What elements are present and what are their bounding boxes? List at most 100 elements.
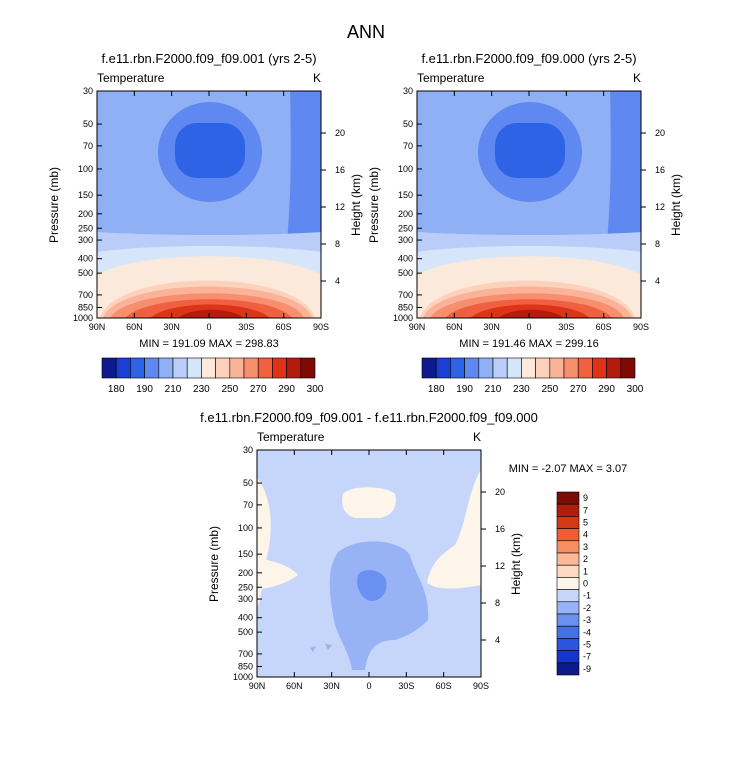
- panel-c-ytick-label: 70: [243, 500, 253, 510]
- colorbar-c-label: -5: [583, 640, 591, 650]
- colorbar-c-swatch: [556, 662, 580, 676]
- panel-b-ytick-label: 30: [403, 86, 413, 96]
- colorbar-c-swatch: [556, 613, 580, 627]
- colorbar-c-label: 1: [583, 566, 588, 576]
- colorbar-c-label: -7: [583, 652, 591, 662]
- colorbar-b-swatch: [577, 357, 593, 379]
- panel-c-left-label: Temperature: [257, 430, 325, 444]
- colorbar-c-label: -1: [583, 591, 591, 601]
- panel-c-htick-label: 20: [495, 487, 505, 497]
- colorbar-c-swatch: [556, 540, 580, 554]
- colorbar-c-swatch: [556, 491, 580, 505]
- colorbar-c-label: -4: [583, 627, 591, 637]
- panel-b-ytick-label: 50: [403, 119, 413, 129]
- colorbar-c-swatch: [556, 516, 580, 529]
- panel-c-ytick-label: 250: [238, 582, 253, 592]
- panel-c-ytick-label: 200: [238, 568, 253, 578]
- panel-a: f.e11.rbn.F2000.f09_f09.001 (yrs 2-5) Te…: [47, 51, 363, 395]
- colorbar-a-swatch: [186, 357, 202, 379]
- panel-b-xtick-label: 0: [526, 322, 531, 332]
- colorbar-c-swatch: [556, 638, 580, 651]
- panel-b-ytick-label: 400: [398, 254, 413, 264]
- panel-b-ytick-label: 150: [398, 190, 413, 200]
- panel-b-htick-label: 16: [655, 165, 665, 175]
- panel-b-stats: MIN = 191.46 MAX = 299.16: [459, 338, 598, 350]
- panel-c-contours: [257, 450, 481, 677]
- colorbar-c-label: -2: [583, 603, 591, 613]
- colorbar-b-swatch: [549, 357, 565, 379]
- colorbar-b-swatch: [478, 357, 494, 379]
- colorbar-a-label: 270: [250, 384, 267, 395]
- panel-c-ytick-label: 100: [238, 523, 253, 533]
- panel-c-ytick-label: 700: [238, 649, 253, 659]
- panel-b-htick-label: 8: [655, 239, 660, 249]
- panel-a-title: f.e11.rbn.F2000.f09_f09.001 (yrs 2-5): [101, 51, 316, 66]
- panel-a-htick-label: 20: [335, 128, 345, 138]
- panel-c-stats: MIN = -2.07 MAX = 3.07: [509, 463, 628, 475]
- colorbar-b-label: 270: [570, 384, 587, 395]
- panel-c-ytick-label: 1000: [233, 672, 253, 682]
- panel-a-contours: [97, 91, 321, 318]
- panel-a-ytick-label: 300: [78, 235, 93, 245]
- panel-c-xtick-label: 90S: [473, 681, 489, 691]
- panel-c-title: f.e11.rbn.F2000.f09_f09.001 - f.e11.rbn.…: [200, 410, 538, 425]
- colorbar-a-swatch: [286, 357, 302, 379]
- colorbar-a-label: 300: [307, 384, 324, 395]
- colorbar-c-swatch: [556, 552, 580, 566]
- panel-b-left-label: Temperature: [417, 71, 485, 85]
- panel-a-xtick-label: 60N: [126, 322, 143, 332]
- colorbar-a-label: 190: [136, 384, 153, 395]
- panel-a-right-label: K: [313, 71, 321, 85]
- colorbar-c-swatch: [556, 625, 580, 639]
- colorbar-a-label: 290: [278, 384, 295, 395]
- panel-b-xtick-label: 90S: [633, 322, 649, 332]
- colorbar-a-label: 210: [165, 384, 182, 395]
- colorbar-c-label: -3: [583, 615, 591, 625]
- colorbar-c-label: 4: [583, 530, 588, 540]
- panel-b-ytick-label: 100: [398, 164, 413, 174]
- panel-b-ytick-label: 200: [398, 209, 413, 219]
- colorbar-b-swatch: [464, 357, 480, 379]
- panel-a-ytick-label: 700: [78, 290, 93, 300]
- colorbar-b-swatch: [492, 357, 508, 379]
- panel-a-htick-label: 8: [335, 239, 340, 249]
- panel-a-xtick-label: 0: [206, 322, 211, 332]
- panel-a-ylabel-right: Height (km): [349, 174, 363, 236]
- colorbar-b-label: 300: [627, 384, 644, 395]
- panel-c-ytick-label: 150: [238, 549, 253, 559]
- panel-c-xtick-label: 30N: [323, 681, 340, 691]
- colorbar-c-label: 7: [583, 505, 588, 515]
- panel-b-xtick-label: 30N: [483, 322, 500, 332]
- panel-b-htick-label: 12: [655, 202, 665, 212]
- panel-c-htick-label: 8: [495, 598, 500, 608]
- colorbar-c-label: 9: [583, 493, 588, 503]
- panel-b: f.e11.rbn.F2000.f09_f09.000 (yrs 2-5) Te…: [367, 51, 683, 395]
- colorbar-b-swatch: [620, 357, 636, 379]
- colorbar-c-swatch: [556, 577, 580, 590]
- colorbar-b-swatch: [592, 357, 607, 379]
- colorbar-a-swatch: [272, 357, 287, 379]
- colorbar-a-swatch: [101, 357, 117, 379]
- panel-b-contours: [417, 91, 641, 318]
- colorbar-a-swatch: [158, 357, 174, 379]
- panel-c-xtick-label: 60N: [286, 681, 303, 691]
- panel-c-ytick-label: 30: [243, 445, 253, 455]
- panel-a-ylabel: Pressure (mb): [47, 167, 61, 243]
- panel-b-xtick-label: 60N: [446, 322, 463, 332]
- panel-b-ytick-label: 850: [398, 302, 413, 312]
- page-title: ANN: [347, 22, 385, 42]
- colorbar-b-swatch: [450, 357, 465, 379]
- colorbar-a-swatch: [300, 357, 316, 379]
- panel-c-htick-label: 16: [495, 524, 505, 534]
- colorbar-b-label: 250: [541, 384, 558, 395]
- colorbar-c-swatch: [556, 503, 580, 517]
- colorbar-c-label: 2: [583, 554, 588, 564]
- panel-a-left-label: Temperature: [97, 71, 165, 85]
- colorbar-a-swatch: [172, 357, 188, 379]
- panel-b-ytick-label: 500: [398, 268, 413, 278]
- colorbar-c-swatch: [556, 564, 580, 578]
- panel-b-ytick-label: 700: [398, 290, 413, 300]
- colorbar-b-label: 230: [513, 384, 530, 395]
